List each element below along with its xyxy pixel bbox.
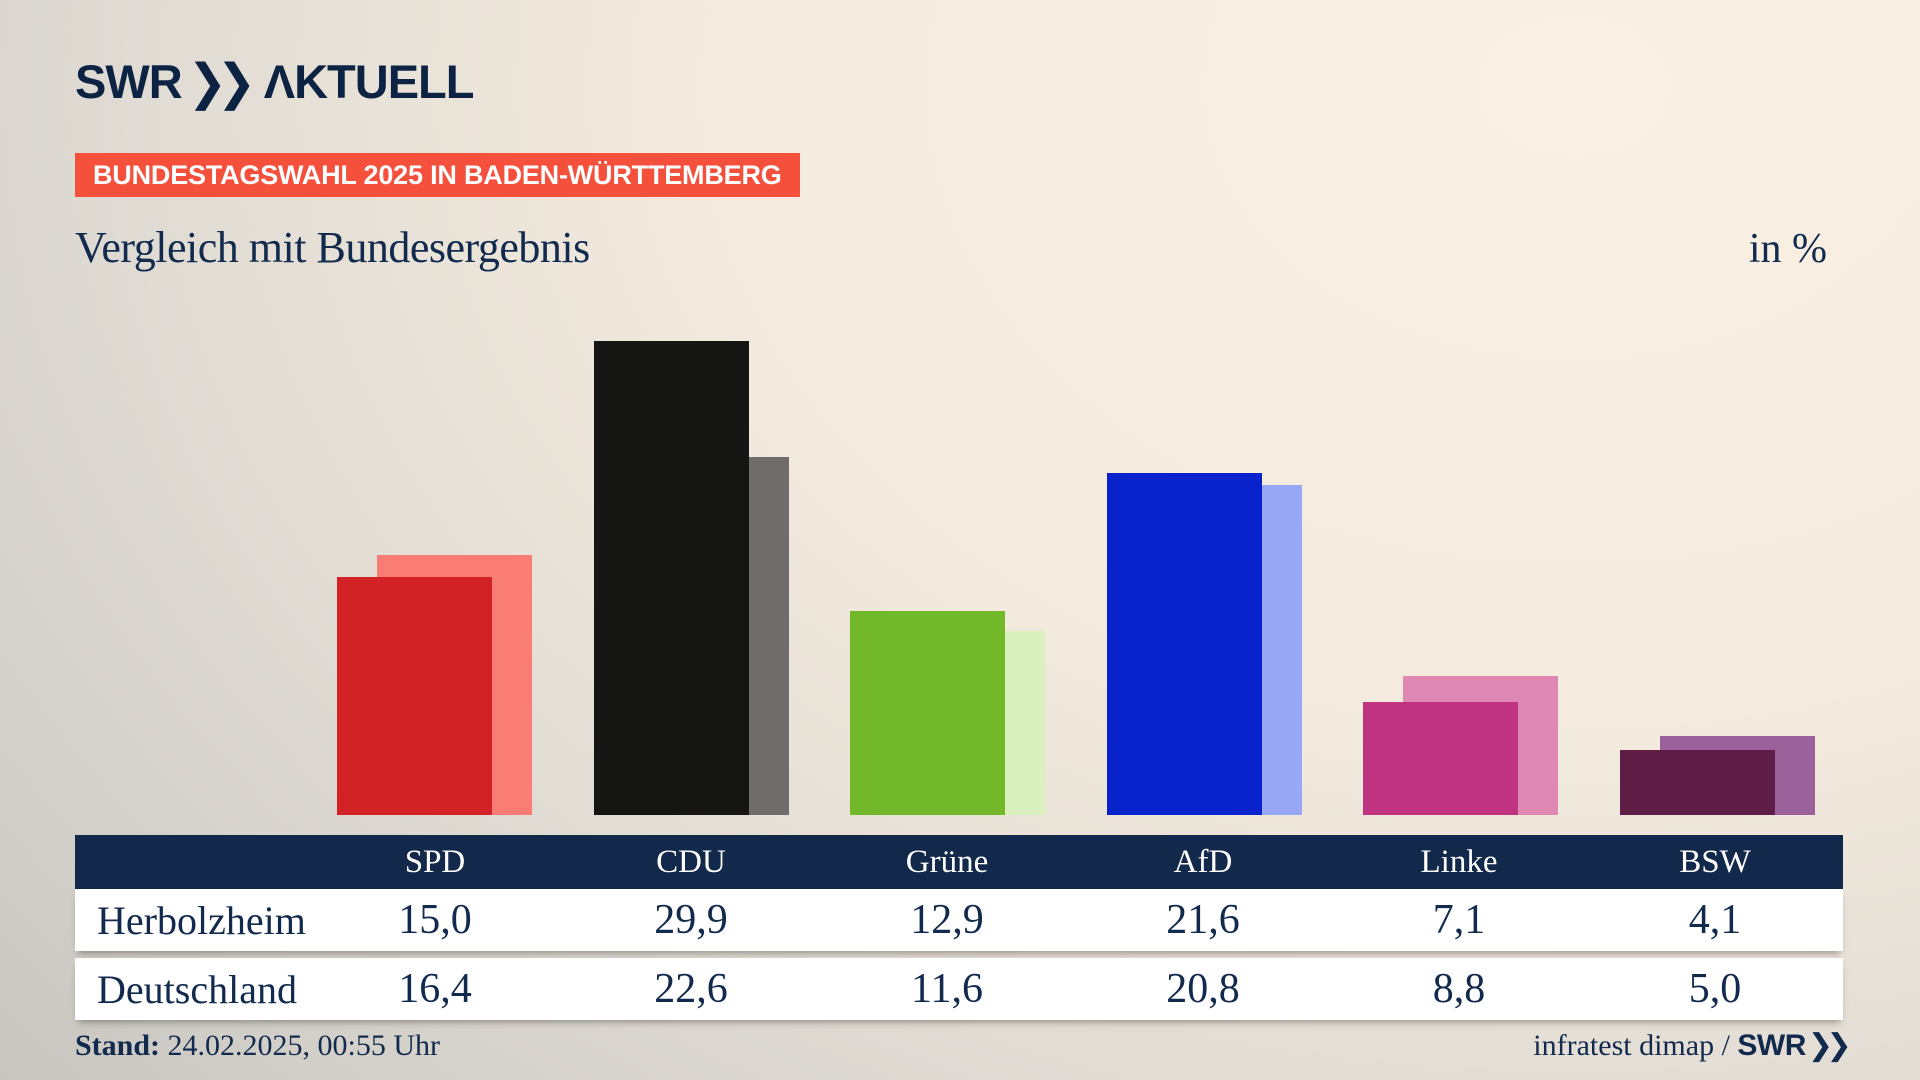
timestamp: Stand: 24.02.2025, 00:55 Uhr [75,1029,440,1063]
value-herbolzheim-grüne: 12,9 [910,897,984,943]
header-cell-bsw: BSW [1679,843,1751,880]
source-text: infratest dimap / [1533,1029,1738,1062]
bar-herbolzheim-linke [1363,702,1518,815]
bar-group-spd [337,0,532,815]
source-brand: SWR❯❯ [1737,1028,1852,1063]
table-row-deutschland: Deutschland 16,4 22,6 11,6 20,8 8,8 5,0 [75,958,1843,1020]
value-herbolzheim-spd: 15,0 [398,897,472,943]
double-chevron-right-icon: ❯❯ [187,53,256,112]
bar-group-linke [1363,0,1558,815]
value-deutschland-spd: 16,4 [398,966,472,1012]
value-herbolzheim-linke: 7,1 [1432,897,1486,943]
source-double-chevron-right-icon: ❯❯ [1807,1028,1852,1063]
row-label: Deutschland [97,966,297,1012]
timestamp-label: Stand: [75,1029,161,1062]
bar-herbolzheim-spd [337,577,492,815]
bar-herbolzheim-grüne [850,610,1005,815]
headline-row: Vergleich mit Bundesergebnis in % [75,222,1843,273]
logo-swr-text: SWR [75,55,183,108]
value-deutschland-cdu: 22,6 [654,966,728,1012]
header-cell-grüne: Grüne [905,843,989,880]
bar-group-grüne [850,0,1045,815]
bar-group-afd [1106,0,1302,815]
bar-group-bsw [1619,0,1815,815]
logo-aktuell-text: ΛKTUELL [263,55,475,108]
election-badge: BUNDESTAGSWAHL 2025 IN BADEN-WÜRTTEMBERG [75,153,800,197]
swr-aktuell-logo: SWR ❯❯ ΛKTUELL [75,53,475,112]
header-cell-spd: SPD [404,843,466,880]
bar-group-cdu [593,0,789,815]
value-deutschland-bsw: 5,0 [1688,966,1742,1012]
value-herbolzheim-cdu: 29,9 [654,897,728,943]
timestamp-value: 24.02.2025, 00:55 Uhr [160,1029,441,1062]
unit-label: in % [1748,226,1827,272]
bar-herbolzheim-bsw [1619,750,1775,815]
page-title: Vergleich mit Bundesergebnis [75,223,590,272]
bar-herbolzheim-afd [1106,472,1262,815]
value-herbolzheim-bsw: 4,1 [1688,897,1742,943]
source-credit: infratest dimap / SWR❯❯ [1533,1028,1852,1063]
row-label: Herbolzheim [97,897,306,943]
election-badge-label: BUNDESTAGSWAHL 2025 IN BADEN-WÜRTTEMBERG [93,159,782,190]
value-herbolzheim-afd: 21,6 [1166,897,1240,943]
value-deutschland-afd: 20,8 [1166,966,1240,1012]
header-cell-cdu: CDU [656,843,726,880]
table-header-row: SPD CDU Grüne AfD Linke BSW [75,835,1843,889]
header-cell-linke: Linke [1420,843,1498,880]
header-cell-afd: AfD [1173,843,1233,880]
source-brand-swr: SWR [1737,1029,1806,1062]
comparison-bar-chart [337,0,1815,815]
table-row-herbolzheim: Herbolzheim 15,0 29,9 12,9 21,6 7,1 4,1 [75,889,1843,951]
value-deutschland-grüne: 11,6 [911,966,983,1012]
bar-herbolzheim-cdu [593,341,749,815]
value-deutschland-linke: 8,8 [1432,966,1486,1012]
footer: Stand: 24.02.2025, 00:55 Uhr infratest d… [75,1028,1852,1063]
results-table: SPD CDU Grüne AfD Linke BSW Herbolzheim 15,0 29… [75,835,1843,1020]
